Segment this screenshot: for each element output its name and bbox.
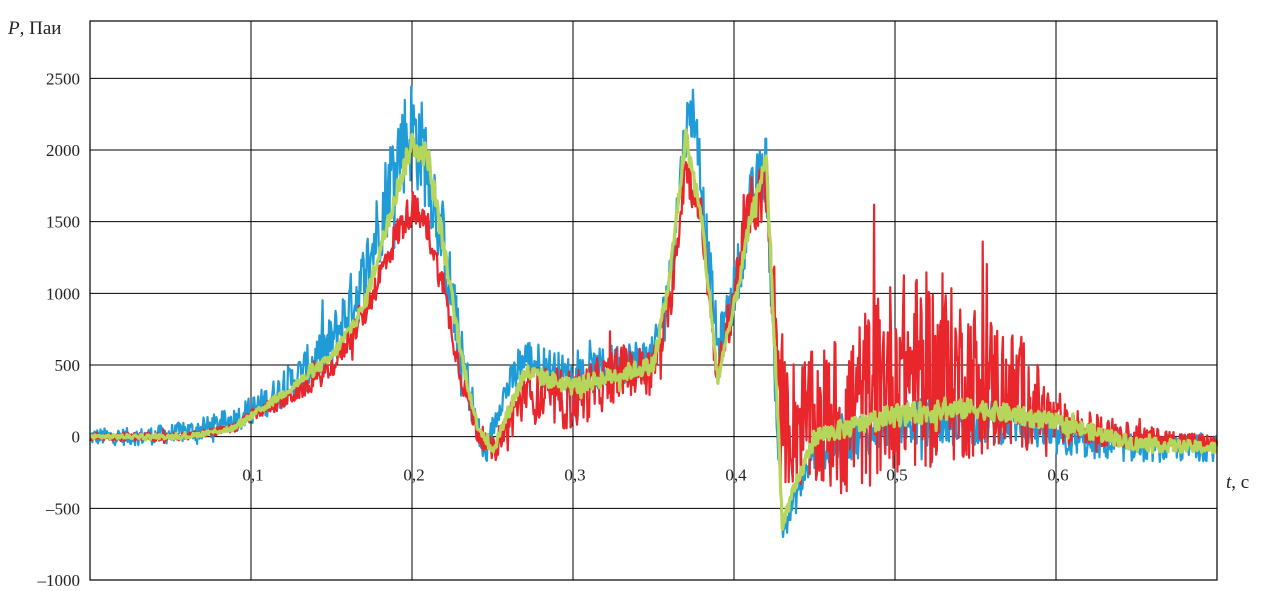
y-tick-label: 500 xyxy=(55,356,81,375)
y-tick-label: –500 xyxy=(45,499,80,518)
y-axis-title: P, Паи xyxy=(7,18,61,39)
y-tick-labels: 2500 2000 1500 1000 500 0 –500 –1000 xyxy=(37,69,81,590)
x-tick-label: 0,2 xyxy=(403,466,424,485)
y-tick-label: 2000 xyxy=(46,141,80,160)
y-tick-label: 1500 xyxy=(46,213,80,232)
y-axis-variable: P xyxy=(7,18,20,39)
x-tick-label: 0,3 xyxy=(564,466,585,485)
x-tick-label: 0,4 xyxy=(725,466,747,485)
x-axis-variable: t xyxy=(1226,472,1232,493)
x-tick-label: 0,5 xyxy=(886,466,907,485)
x-tick-label: 0,1 xyxy=(242,466,263,485)
series-line-2 xyxy=(89,128,1218,532)
y-tick-label: 1000 xyxy=(46,284,80,303)
y-axis-unit: , Паи xyxy=(20,18,62,39)
x-tick-labels: 0,1 0,2 0,3 0,4 0,5 0,6 xyxy=(242,466,1068,485)
y-tick-label: –1000 xyxy=(37,571,81,590)
series-line-1 xyxy=(89,160,1219,495)
y-tick-label: 0 xyxy=(72,428,81,447)
grid xyxy=(90,21,1217,581)
x-tick-label: 0,6 xyxy=(1047,466,1068,485)
x-axis-unit: , c xyxy=(1231,472,1249,493)
y-tick-label: 2500 xyxy=(46,69,80,88)
series-layer xyxy=(89,85,1219,539)
x-axis-title: t, c xyxy=(1226,472,1249,493)
plot-frame xyxy=(89,20,1218,581)
